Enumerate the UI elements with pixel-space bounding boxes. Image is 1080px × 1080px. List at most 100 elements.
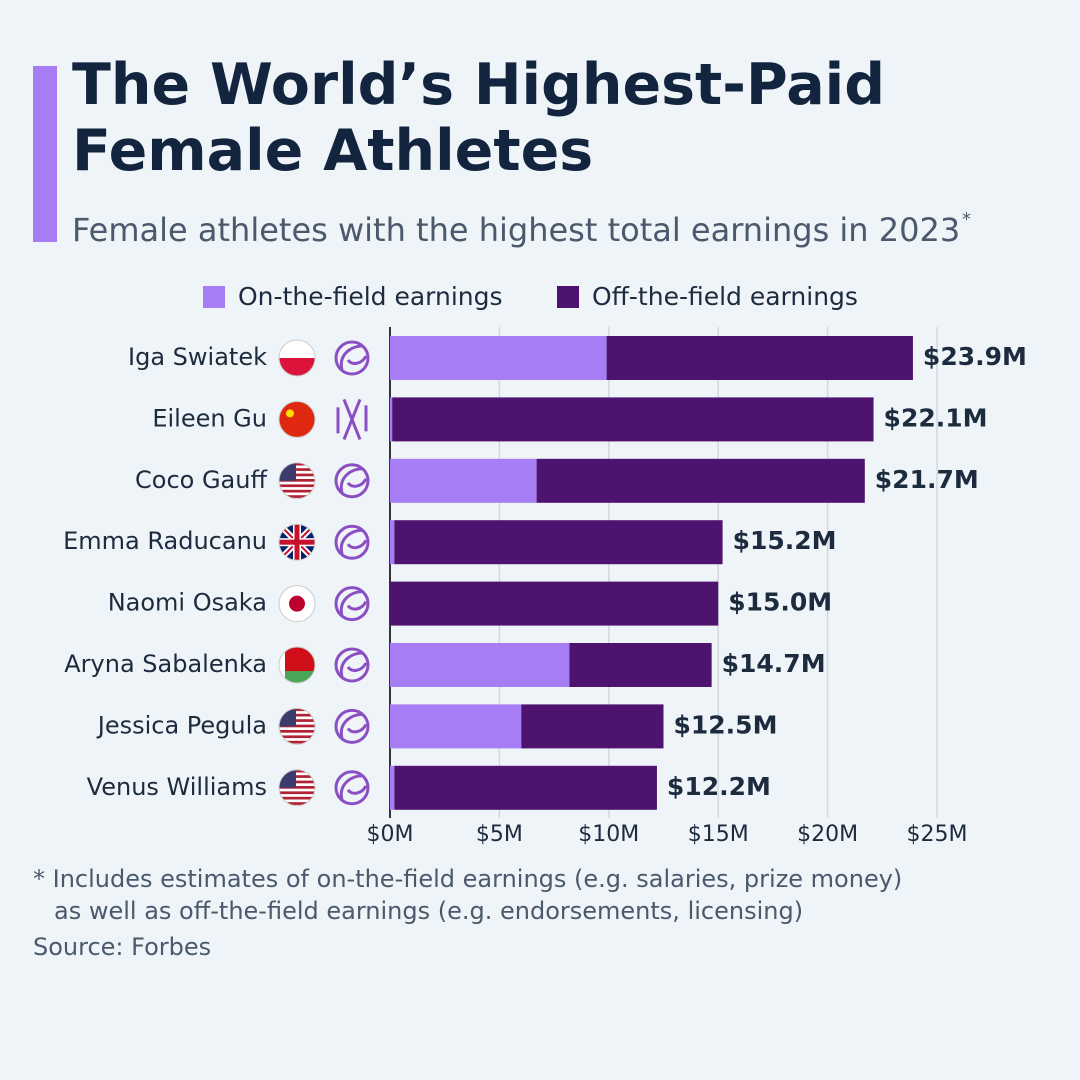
note: * Includes estimates of on-the-field ear… — [33, 865, 902, 893]
y-tick-label: Eileen Gu — [152, 404, 267, 432]
y-tick-label: Iga Swiatek — [128, 343, 267, 371]
legend-label: On-the-field earnings — [238, 282, 503, 311]
note: as well as off-the-field earnings (e.g. … — [54, 897, 803, 925]
flag-part — [279, 647, 285, 683]
subtitle: Female athletes with the highest total e… — [72, 211, 960, 249]
y-tick-label: Naomi Osaka — [108, 589, 267, 617]
flag-body — [279, 585, 315, 622]
flag-part — [279, 489, 315, 493]
bar-segment — [390, 336, 607, 380]
flag-part — [279, 735, 315, 739]
flag-part — [279, 724, 315, 728]
value-label: $15.0M — [728, 588, 832, 617]
y-tick-label: Venus Williams — [87, 773, 267, 801]
x-tick-label: $0M — [367, 822, 414, 847]
sport-icon — [334, 647, 370, 683]
sport-icon — [334, 586, 370, 622]
bar-segment — [390, 765, 395, 810]
bar-segment — [394, 520, 723, 565]
bar-segment — [606, 336, 913, 380]
sport-icon — [334, 340, 370, 376]
flag-border — [278, 646, 316, 684]
value-label: $21.7M — [875, 465, 979, 494]
flag — [278, 523, 316, 561]
flag-part — [279, 468, 315, 471]
bar-segment — [390, 581, 719, 626]
flag — [278, 400, 316, 438]
flag-part — [289, 595, 305, 612]
flag-part — [279, 713, 315, 717]
flag-part — [279, 479, 315, 482]
flag-part — [279, 671, 315, 683]
value-label: $14.7M — [722, 649, 826, 678]
flag-part — [279, 786, 315, 789]
bar-segment — [390, 704, 522, 749]
x-tick-label: $10M — [578, 822, 639, 847]
chart-title: The World’s Highest-Paid Female Athletes — [72, 52, 886, 184]
flag — [278, 339, 316, 377]
value-label: $12.5M — [674, 710, 778, 739]
flag-border — [278, 523, 316, 561]
sport-icon — [339, 590, 368, 616]
bar-segment — [536, 458, 865, 503]
flag-part — [279, 769, 315, 773]
legend-swatch — [203, 286, 225, 308]
flag-border — [278, 462, 316, 500]
sport-icon — [339, 344, 368, 371]
flag-part — [279, 401, 315, 438]
value-label: $15.2M — [733, 526, 837, 555]
flag-part — [279, 802, 315, 805]
y-tick-label: Emma Raducanu — [63, 527, 267, 555]
flag-part — [279, 796, 315, 800]
sport-icon — [336, 398, 368, 440]
y-tick-label: Jessica Pegula — [96, 711, 267, 739]
flag-star — [286, 409, 294, 418]
flag-part — [279, 708, 315, 712]
flag-part — [279, 730, 315, 733]
legend-swatch — [557, 286, 579, 308]
flag-part — [279, 340, 315, 358]
subtitle-mark: * — [962, 209, 971, 230]
sport-icon — [339, 712, 368, 739]
sport-icon — [339, 467, 368, 494]
flag-border — [278, 769, 316, 807]
y-tick-label: Coco Gauff — [135, 466, 267, 494]
flag-body — [279, 524, 315, 561]
sport-icon — [339, 774, 368, 801]
flag — [278, 462, 316, 500]
flag-part — [279, 495, 315, 498]
legend-label: Off-the-field earnings — [592, 282, 858, 311]
accent-bar — [33, 66, 57, 242]
flag-border — [278, 585, 316, 623]
flag-part — [279, 358, 315, 376]
flag-part — [279, 775, 315, 778]
flag-part — [279, 719, 315, 722]
flag-part — [279, 462, 315, 466]
bar-segment — [390, 520, 395, 565]
flag — [278, 769, 316, 807]
sport-icon — [334, 463, 370, 499]
x-tick-label: $25M — [907, 822, 968, 847]
sport-icon — [334, 524, 370, 560]
value-label: $23.9M — [923, 342, 1027, 371]
flag-part — [279, 484, 315, 488]
flag-border — [278, 339, 316, 377]
x-tick-label: $15M — [688, 822, 749, 847]
flag-body — [279, 462, 315, 499]
source: Source: Forbes — [33, 933, 211, 961]
flag-part — [279, 740, 315, 744]
value-label: $22.1M — [884, 403, 988, 432]
y-tick-label: Aryna Sabalenka — [64, 650, 267, 678]
sport-icon — [334, 770, 370, 806]
sport-icon — [339, 651, 368, 678]
bar-segment — [390, 643, 570, 687]
flag-border — [278, 707, 316, 745]
flag-body — [279, 769, 315, 806]
bar-segment — [390, 397, 393, 442]
x-tick-label: $5M — [476, 822, 523, 847]
bar-segment — [521, 704, 664, 749]
bar-segment — [394, 765, 657, 810]
flag-border — [278, 400, 316, 438]
